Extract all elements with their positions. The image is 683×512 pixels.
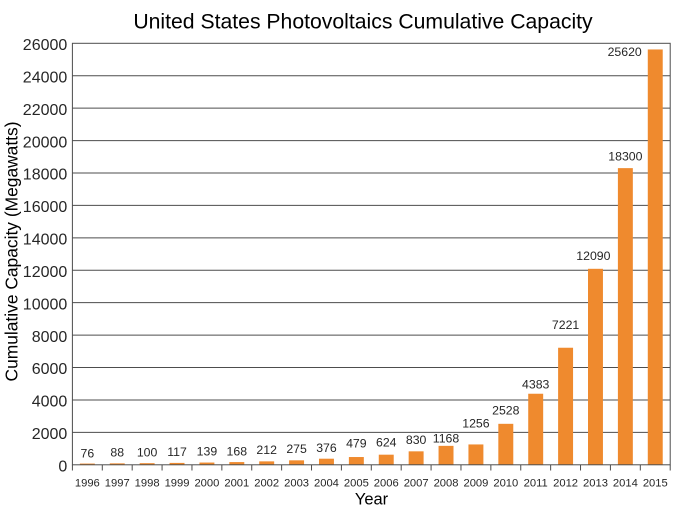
svg-text:479: 479 xyxy=(346,437,367,451)
svg-text:18000: 18000 xyxy=(23,167,68,184)
svg-text:168: 168 xyxy=(227,444,248,458)
svg-text:2014: 2014 xyxy=(613,478,638,490)
svg-text:1998: 1998 xyxy=(135,478,160,490)
svg-text:830: 830 xyxy=(406,433,427,447)
svg-text:22000: 22000 xyxy=(23,102,68,119)
svg-text:2009: 2009 xyxy=(463,478,488,490)
svg-text:2006: 2006 xyxy=(374,478,399,490)
svg-text:2011: 2011 xyxy=(524,478,548,490)
svg-text:16000: 16000 xyxy=(23,199,68,216)
svg-text:2000: 2000 xyxy=(32,426,68,443)
svg-text:2002: 2002 xyxy=(254,478,279,490)
svg-text:24000: 24000 xyxy=(23,69,68,86)
svg-text:12090: 12090 xyxy=(576,249,610,263)
svg-text:Cumulative Capacity (Megawatts: Cumulative Capacity (Megawatts) xyxy=(1,121,21,381)
svg-text:14000: 14000 xyxy=(23,232,68,249)
svg-text:2003: 2003 xyxy=(284,478,309,490)
svg-text:8000: 8000 xyxy=(32,329,68,346)
svg-text:212: 212 xyxy=(256,443,277,457)
svg-text:18300: 18300 xyxy=(608,150,642,164)
svg-text:2008: 2008 xyxy=(434,478,459,490)
svg-text:2528: 2528 xyxy=(492,403,520,417)
svg-text:88: 88 xyxy=(110,446,124,460)
svg-text:117: 117 xyxy=(167,445,187,459)
svg-text:624: 624 xyxy=(376,436,397,450)
svg-text:7221: 7221 xyxy=(552,318,580,332)
svg-text:4383: 4383 xyxy=(522,377,550,391)
svg-text:1256: 1256 xyxy=(462,416,490,430)
svg-text:100: 100 xyxy=(137,445,158,459)
svg-text:139: 139 xyxy=(197,444,218,458)
svg-text:12000: 12000 xyxy=(23,264,68,281)
svg-text:2010: 2010 xyxy=(493,478,518,490)
svg-text:25620: 25620 xyxy=(608,45,642,59)
svg-text:2005: 2005 xyxy=(344,478,369,490)
svg-text:2000: 2000 xyxy=(194,478,219,490)
svg-text:4000: 4000 xyxy=(32,394,68,411)
svg-text:1999: 1999 xyxy=(165,478,190,490)
svg-text:United States Photovoltaics Cu: United States Photovoltaics Cumulative C… xyxy=(133,10,593,33)
svg-text:2004: 2004 xyxy=(314,478,339,490)
svg-text:6000: 6000 xyxy=(32,361,68,378)
svg-text:2013: 2013 xyxy=(583,478,608,490)
svg-text:20000: 20000 xyxy=(23,134,68,151)
svg-text:26000: 26000 xyxy=(23,37,68,54)
svg-text:Year: Year xyxy=(355,491,389,509)
svg-text:1996: 1996 xyxy=(75,478,100,490)
svg-text:10000: 10000 xyxy=(23,296,68,313)
svg-text:2015: 2015 xyxy=(643,478,668,490)
svg-text:0: 0 xyxy=(58,458,67,475)
svg-text:275: 275 xyxy=(286,442,307,456)
svg-text:1997: 1997 xyxy=(105,478,130,490)
svg-text:2001: 2001 xyxy=(224,478,249,490)
svg-text:376: 376 xyxy=(316,441,337,455)
svg-text:76: 76 xyxy=(81,447,95,461)
svg-text:1168: 1168 xyxy=(433,431,460,445)
svg-text:2012: 2012 xyxy=(553,478,578,490)
svg-text:2007: 2007 xyxy=(404,478,429,490)
